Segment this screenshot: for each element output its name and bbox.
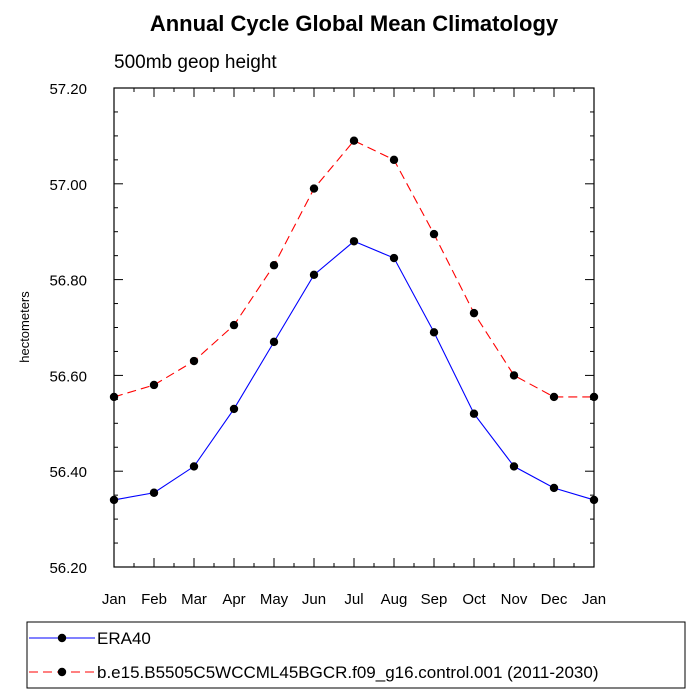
- data-point-series-1: [469, 409, 479, 418]
- y-tick-label: 56.20: [49, 560, 87, 577]
- plot-area: Jan Feb Mar Apr May Jun Jul Aug Sep Oct Nov Dec Jan 5…: [49, 81, 606, 608]
- data-point-series-2: [469, 308, 479, 318]
- data-point-series-1: [309, 270, 319, 280]
- y-tick-label: 56.60: [49, 368, 87, 385]
- x-tick-label: Sep: [421, 591, 448, 608]
- x-tick-label: Oct: [462, 591, 486, 608]
- data-point-series-1: [229, 404, 239, 414]
- data-point-series-1: [189, 462, 199, 471]
- y-axis-label: hectometers: [17, 291, 32, 363]
- data-point-series-2: [549, 392, 559, 402]
- y-tick-label: 56.40: [49, 464, 87, 481]
- y-tick-label: 57.00: [49, 177, 87, 194]
- legend-entry-2: b.e15.B5505C5WCCML45BGCR.f09_g16.control…: [97, 663, 598, 682]
- x-tick-label: Aug: [381, 591, 408, 608]
- data-point-series-2: [589, 392, 599, 402]
- data-point-series-2: [429, 229, 439, 239]
- legend: ERA40 b.e15.B5505C5WCCML45BGCR.f09_g16.co…: [26, 621, 686, 689]
- data-point-series-2: [309, 184, 319, 193]
- data-point-series-2: [109, 392, 119, 402]
- legend-marker-1: [57, 633, 67, 643]
- x-tick-label: Feb: [141, 591, 167, 608]
- legend-box: [26, 621, 686, 689]
- data-point-series-1: [589, 495, 599, 505]
- y-tick-label: 57.20: [49, 81, 87, 98]
- y-tick-label: 56.80: [49, 273, 87, 290]
- data-point-series-1: [509, 462, 519, 471]
- x-tick-label: Jun: [302, 591, 326, 608]
- x-tick-label: Jul: [344, 591, 363, 608]
- legend-entry-1: ERA40: [97, 629, 151, 648]
- x-tick-label: Jan: [102, 591, 126, 608]
- data-point-series-2: [509, 371, 519, 380]
- data-point-series-2: [389, 155, 399, 165]
- data-point-series-1: [109, 495, 119, 505]
- x-tick-label: Apr: [222, 591, 245, 608]
- plot-frame: [113, 87, 595, 568]
- series-line-2: [113, 140, 594, 398]
- chart-title: Annual Cycle Global Mean Climatology: [150, 11, 559, 36]
- legend-marker-2: [57, 667, 67, 677]
- chart-subtitle: 500mb geop height: [114, 52, 277, 73]
- series-line-1: [113, 240, 595, 501]
- x-tick-label: Mar: [181, 591, 207, 608]
- data-point-series-1: [429, 328, 439, 337]
- data-point-series-2: [269, 261, 279, 270]
- data-point-series-2: [349, 136, 359, 145]
- x-tick-label: Dec: [541, 591, 568, 608]
- x-tick-label: May: [260, 591, 289, 608]
- data-point-series-2: [229, 320, 239, 330]
- x-tick-label: Nov: [501, 591, 528, 608]
- data-point-series-2: [149, 380, 159, 390]
- x-tick-label: Jan: [582, 591, 606, 608]
- data-point-series-1: [549, 483, 559, 493]
- data-point-series-1: [149, 488, 159, 497]
- data-point-series-1: [349, 237, 359, 246]
- data-point-series-1: [269, 337, 279, 347]
- data-point-series-2: [189, 356, 199, 366]
- data-point-series-1: [389, 253, 399, 263]
